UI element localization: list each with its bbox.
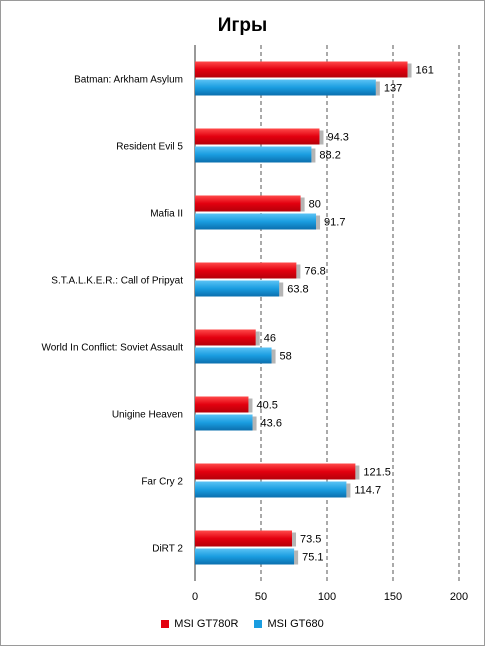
data-label: 80 bbox=[309, 199, 321, 211]
bar bbox=[195, 262, 297, 279]
legend-label-series-2: MSI GT680 bbox=[267, 618, 324, 630]
bar bbox=[195, 396, 249, 413]
bar bbox=[195, 213, 317, 230]
bar bbox=[195, 414, 253, 431]
x-tick-label: 100 bbox=[318, 591, 336, 603]
bar-shadow bbox=[316, 215, 321, 230]
category-label: Mafia II bbox=[150, 209, 183, 220]
bar bbox=[195, 146, 312, 163]
bar bbox=[195, 280, 280, 297]
data-label: 43.6 bbox=[261, 418, 282, 430]
data-label: 46 bbox=[264, 333, 276, 345]
category-label: DiRT 2 bbox=[152, 544, 183, 555]
category-label: Batman: Arkham Asylum bbox=[74, 75, 183, 86]
bar-shadow bbox=[248, 398, 253, 413]
category-label: Far Cry 2 bbox=[141, 477, 183, 488]
x-tick-label: 150 bbox=[384, 591, 402, 603]
bar bbox=[195, 329, 256, 346]
data-label: 58 bbox=[280, 351, 292, 363]
bar-shadow bbox=[319, 130, 324, 145]
data-label: 161 bbox=[416, 65, 434, 77]
bar bbox=[195, 128, 320, 145]
data-label: 76.8 bbox=[304, 266, 325, 278]
legend-label-series-1: MSI GT780R bbox=[174, 618, 239, 630]
x-tick-label: 200 bbox=[450, 591, 468, 603]
bar bbox=[195, 195, 301, 212]
data-label: 75.1 bbox=[302, 552, 323, 564]
bar bbox=[195, 481, 347, 498]
category-label: Unigine Heaven bbox=[112, 410, 183, 421]
bar-shadow bbox=[271, 349, 276, 364]
data-label: 40.5 bbox=[256, 400, 277, 412]
bar-shadow bbox=[375, 81, 380, 96]
bar bbox=[195, 463, 356, 480]
bar bbox=[195, 61, 408, 78]
legend-swatch-series-1 bbox=[161, 620, 170, 628]
bar-shadow bbox=[407, 63, 412, 78]
legend-swatch-series-2 bbox=[254, 620, 263, 628]
bar-shadow bbox=[279, 282, 284, 297]
data-label: 91.7 bbox=[324, 217, 345, 229]
bar-shadow bbox=[311, 148, 316, 163]
data-label: 121.5 bbox=[363, 467, 391, 479]
legend: MSI GT780R MSI GT680 bbox=[1, 618, 484, 630]
category-label: Resident Evil 5 bbox=[116, 142, 183, 153]
bar-shadow bbox=[255, 331, 260, 346]
bar bbox=[195, 530, 293, 547]
bar-shadow bbox=[346, 483, 351, 498]
legend-item-series-2: MSI GT680 bbox=[254, 618, 324, 630]
bar-shadow bbox=[252, 416, 257, 431]
bar bbox=[195, 79, 376, 96]
x-tick-label: 50 bbox=[255, 591, 267, 603]
category-label: World In Conflict: Soviet Assault bbox=[41, 343, 183, 354]
data-label: 63.8 bbox=[287, 284, 308, 296]
bar-shadow bbox=[300, 197, 305, 212]
bar-shadow bbox=[294, 550, 299, 565]
data-label: 114.7 bbox=[354, 485, 381, 497]
x-tick-label: 0 bbox=[192, 591, 198, 603]
data-label: 137 bbox=[384, 83, 402, 95]
legend-item-series-1: MSI GT780R bbox=[161, 618, 238, 630]
bar-shadow bbox=[296, 264, 301, 279]
bar bbox=[195, 548, 295, 565]
bar-shadow bbox=[292, 532, 297, 547]
chart-title: Игры bbox=[217, 15, 268, 36]
data-label: 73.5 bbox=[300, 534, 321, 546]
bar bbox=[195, 347, 272, 364]
data-label: 88.2 bbox=[319, 150, 340, 162]
data-label: 94.3 bbox=[327, 132, 348, 144]
bar-shadow bbox=[355, 465, 360, 480]
category-label: S.T.A.L.K.E.R.: Call of Pripyat bbox=[51, 276, 183, 287]
